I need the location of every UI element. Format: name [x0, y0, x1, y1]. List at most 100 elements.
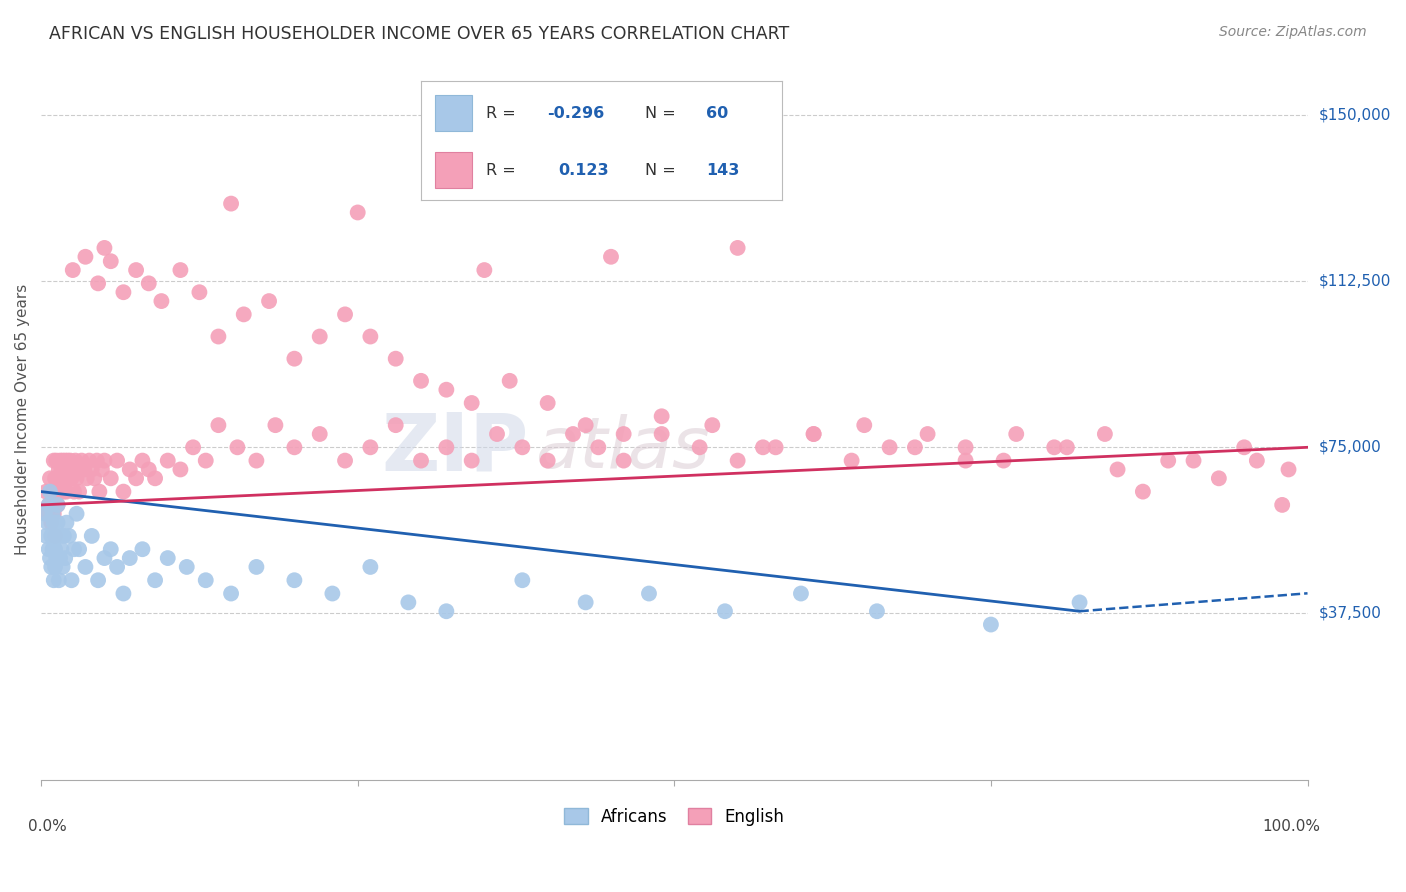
Point	[93, 551, 115, 566]
Point	[34, 507, 56, 521]
Text: $75,000: $75,000	[1319, 440, 1381, 455]
Point	[638, 586, 661, 600]
Point	[86, 453, 108, 467]
Point	[1208, 471, 1230, 485]
Point	[77, 453, 100, 467]
Point	[51, 462, 73, 476]
Point	[143, 471, 166, 485]
Point	[37, 507, 59, 521]
Point	[52, 484, 75, 499]
Point	[219, 196, 242, 211]
Point	[537, 453, 560, 467]
Point	[80, 529, 103, 543]
Point	[257, 294, 280, 309]
Point	[613, 453, 636, 467]
Point	[62, 462, 84, 476]
Point	[131, 453, 153, 467]
Point	[59, 453, 82, 467]
Text: AFRICAN VS ENGLISH HOUSEHOLDER INCOME OVER 65 YEARS CORRELATION CHART: AFRICAN VS ENGLISH HOUSEHOLDER INCOME OV…	[49, 25, 789, 43]
Point	[194, 573, 217, 587]
Point	[600, 250, 623, 264]
Point	[156, 551, 179, 566]
Point	[39, 551, 62, 566]
Point	[879, 440, 901, 454]
Point	[39, 516, 62, 530]
Point	[38, 498, 60, 512]
Point	[264, 418, 287, 433]
Point	[1069, 595, 1091, 609]
Point	[52, 453, 75, 467]
Point	[39, 484, 62, 499]
Point	[131, 542, 153, 557]
Point	[333, 453, 356, 467]
Point	[980, 617, 1002, 632]
Point	[39, 471, 62, 485]
Point	[702, 418, 724, 433]
Point	[575, 595, 598, 609]
Point	[138, 462, 160, 476]
Point	[75, 250, 97, 264]
Text: $150,000: $150,000	[1319, 108, 1391, 122]
Point	[143, 573, 166, 587]
Point	[499, 374, 522, 388]
Point	[346, 205, 368, 219]
Point	[42, 453, 65, 467]
Point	[207, 329, 229, 343]
Point	[434, 383, 457, 397]
Point	[651, 409, 673, 424]
Text: 0.0%: 0.0%	[28, 819, 67, 834]
Point	[537, 396, 560, 410]
Point	[955, 453, 977, 467]
Point	[56, 453, 79, 467]
Point	[384, 351, 406, 366]
Point	[651, 427, 673, 442]
Point	[460, 396, 482, 410]
Point	[67, 484, 90, 499]
Point	[41, 542, 63, 557]
Point	[308, 329, 330, 343]
Point	[51, 484, 73, 499]
Point	[1107, 462, 1129, 476]
Point	[70, 453, 93, 467]
Point	[80, 462, 103, 476]
Point	[41, 507, 63, 521]
Point	[169, 263, 191, 277]
Point	[48, 462, 70, 476]
Point	[90, 462, 112, 476]
Point	[67, 542, 90, 557]
Text: Source: ZipAtlas.com: Source: ZipAtlas.com	[1219, 25, 1367, 39]
Point	[765, 440, 787, 454]
Point	[689, 440, 711, 454]
Point	[37, 516, 59, 530]
Point	[73, 462, 96, 476]
Point	[138, 277, 160, 291]
Point	[575, 418, 598, 433]
Point	[48, 529, 70, 543]
Point	[1182, 453, 1205, 467]
Point	[44, 560, 66, 574]
Point	[333, 307, 356, 321]
Point	[434, 604, 457, 618]
Point	[39, 529, 62, 543]
Point	[60, 573, 83, 587]
Point	[112, 484, 135, 499]
Point	[65, 507, 87, 521]
Y-axis label: Householder Income Over 65 years: Householder Income Over 65 years	[15, 284, 30, 555]
Point	[75, 560, 97, 574]
Point	[841, 453, 863, 467]
Legend: Africans, English: Africans, English	[558, 801, 792, 832]
Point	[89, 484, 111, 499]
Point	[245, 560, 267, 574]
Point	[58, 529, 80, 543]
Point	[1246, 453, 1268, 467]
Point	[434, 440, 457, 454]
Point	[803, 427, 825, 442]
Point	[48, 484, 70, 499]
Point	[35, 529, 58, 543]
Point	[49, 453, 72, 467]
Point	[49, 551, 72, 566]
Point	[245, 453, 267, 467]
Point	[993, 453, 1015, 467]
Text: $37,500: $37,500	[1319, 606, 1382, 621]
Point	[1132, 484, 1154, 499]
